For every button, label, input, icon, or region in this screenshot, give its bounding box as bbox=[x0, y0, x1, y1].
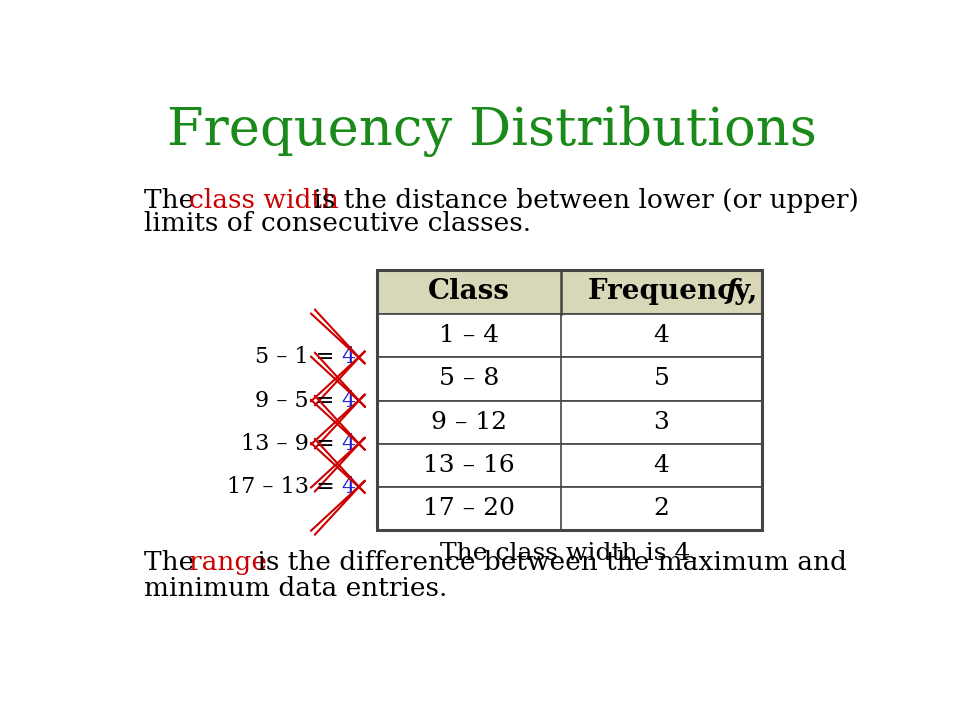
Text: 3: 3 bbox=[654, 410, 669, 433]
Bar bbox=[376, 315, 761, 357]
Text: 4: 4 bbox=[342, 346, 356, 369]
Text: 13 – 9 =: 13 – 9 = bbox=[241, 433, 342, 455]
Text: 4: 4 bbox=[654, 325, 669, 347]
Text: 9 – 12: 9 – 12 bbox=[431, 410, 507, 433]
Text: 1 – 4: 1 – 4 bbox=[439, 325, 499, 347]
Text: f: f bbox=[726, 279, 737, 305]
Text: 4: 4 bbox=[342, 390, 356, 412]
Text: 4: 4 bbox=[654, 454, 669, 477]
Bar bbox=[376, 400, 761, 444]
Text: The: The bbox=[144, 188, 203, 213]
Text: 9 – 5 =: 9 – 5 = bbox=[255, 390, 342, 412]
Text: Frequency,: Frequency, bbox=[588, 279, 767, 305]
Text: 4: 4 bbox=[342, 433, 356, 455]
Text: 2: 2 bbox=[654, 497, 669, 520]
Text: is the difference between the maximum and: is the difference between the maximum an… bbox=[250, 550, 847, 575]
Text: 17 – 20: 17 – 20 bbox=[423, 497, 515, 520]
Bar bbox=[376, 487, 761, 530]
Text: class width: class width bbox=[189, 188, 339, 213]
Text: 4: 4 bbox=[342, 476, 356, 498]
Text: 13 – 16: 13 – 16 bbox=[423, 454, 515, 477]
Bar bbox=[376, 270, 761, 530]
Text: 17 – 13 =: 17 – 13 = bbox=[227, 476, 342, 498]
Text: range: range bbox=[189, 550, 267, 575]
Text: minimum data entries.: minimum data entries. bbox=[144, 576, 447, 601]
Text: is the distance between lower (or upper): is the distance between lower (or upper) bbox=[304, 188, 858, 213]
Text: The: The bbox=[144, 550, 203, 575]
Text: Frequency Distributions: Frequency Distributions bbox=[167, 105, 817, 157]
Bar bbox=[376, 444, 761, 487]
Text: 5 – 1 =: 5 – 1 = bbox=[255, 346, 342, 369]
Text: limits of consecutive classes.: limits of consecutive classes. bbox=[144, 211, 531, 236]
Bar bbox=[376, 357, 761, 400]
Text: 5 – 8: 5 – 8 bbox=[439, 367, 499, 390]
Text: 5: 5 bbox=[654, 367, 669, 390]
Text: Class: Class bbox=[428, 279, 510, 305]
Bar bbox=[376, 270, 761, 315]
Text: The class width is 4.: The class width is 4. bbox=[440, 541, 698, 564]
